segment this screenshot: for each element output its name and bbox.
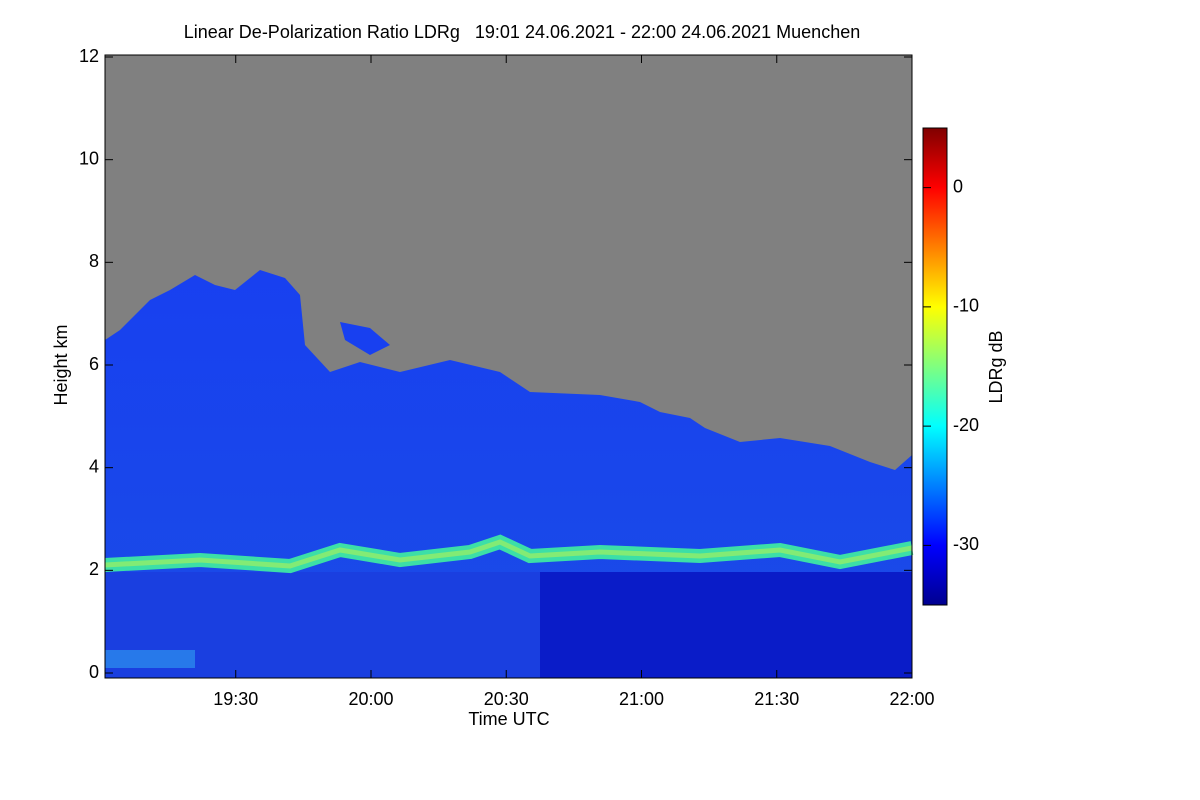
colorbar-tick-label: -10 bbox=[953, 296, 979, 316]
y-tick-label: 8 bbox=[89, 251, 99, 271]
heatmap-image bbox=[104, 55, 914, 678]
y-tick-label: 12 bbox=[79, 46, 99, 66]
plot-frame bbox=[104, 54, 913, 679]
y-tick-label: 4 bbox=[89, 456, 99, 476]
x-tick-label: 20:00 bbox=[348, 689, 393, 709]
y-tick-label: 10 bbox=[79, 148, 99, 168]
colorbar bbox=[922, 127, 948, 606]
y-tick-label: 2 bbox=[89, 559, 99, 579]
y-tick-label: 6 bbox=[89, 354, 99, 374]
x-tick-label: 21:30 bbox=[754, 689, 799, 709]
colorbar-tick-label: 0 bbox=[953, 176, 963, 196]
x-tick-label: 22:00 bbox=[889, 689, 934, 709]
x-tick-label: 20:30 bbox=[484, 689, 529, 709]
x-tick-label: 21:00 bbox=[619, 689, 664, 709]
y-tick-label: 0 bbox=[89, 662, 99, 682]
colorbar-label: LDRg dB bbox=[986, 330, 1006, 403]
chart-title: Linear De-Polarization Ratio LDRg 19:01 … bbox=[184, 22, 860, 42]
y-axis-label: Height km bbox=[51, 324, 71, 405]
x-tick-label: 19:30 bbox=[213, 689, 258, 709]
colorbar-tick-label: -30 bbox=[953, 534, 979, 554]
x-axis-label: Time UTC bbox=[468, 709, 549, 729]
colorbar-tick-label: -20 bbox=[953, 415, 979, 435]
